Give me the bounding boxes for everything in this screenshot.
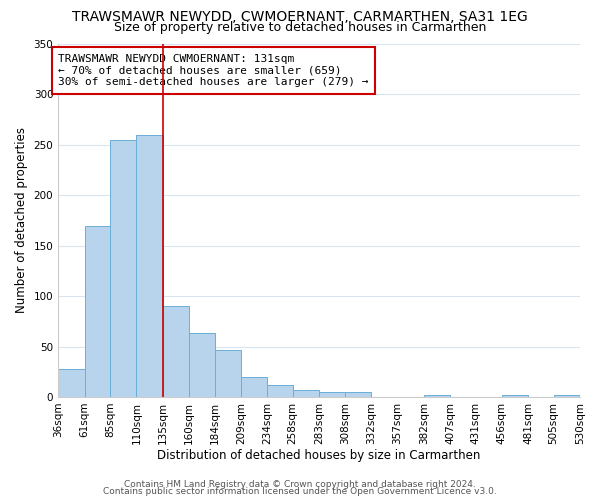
Text: TRAWSMAWR NEWYDD CWMOERNANT: 131sqm
← 70% of detached houses are smaller (659)
3: TRAWSMAWR NEWYDD CWMOERNANT: 131sqm ← 70… — [58, 54, 368, 88]
Text: Contains public sector information licensed under the Open Government Licence v3: Contains public sector information licen… — [103, 487, 497, 496]
Bar — [293, 390, 319, 397]
Text: Contains HM Land Registry data © Crown copyright and database right 2024.: Contains HM Land Registry data © Crown c… — [124, 480, 476, 489]
Bar — [346, 392, 371, 397]
Bar — [136, 135, 163, 397]
Bar — [110, 140, 136, 397]
Y-axis label: Number of detached properties: Number of detached properties — [15, 128, 28, 314]
Bar — [319, 392, 346, 397]
Bar — [554, 395, 580, 397]
Bar — [85, 226, 110, 397]
Bar — [58, 368, 85, 397]
X-axis label: Distribution of detached houses by size in Carmarthen: Distribution of detached houses by size … — [157, 450, 481, 462]
Bar — [163, 306, 189, 397]
Bar — [268, 385, 293, 397]
Text: TRAWSMAWR NEWYDD, CWMOERNANT, CARMARTHEN, SA31 1EG: TRAWSMAWR NEWYDD, CWMOERNANT, CARMARTHEN… — [72, 10, 528, 24]
Bar — [215, 350, 241, 397]
Bar — [502, 395, 528, 397]
Bar — [241, 377, 268, 397]
Text: Size of property relative to detached houses in Carmarthen: Size of property relative to detached ho… — [114, 21, 486, 34]
Bar — [424, 395, 450, 397]
Bar — [189, 334, 215, 397]
